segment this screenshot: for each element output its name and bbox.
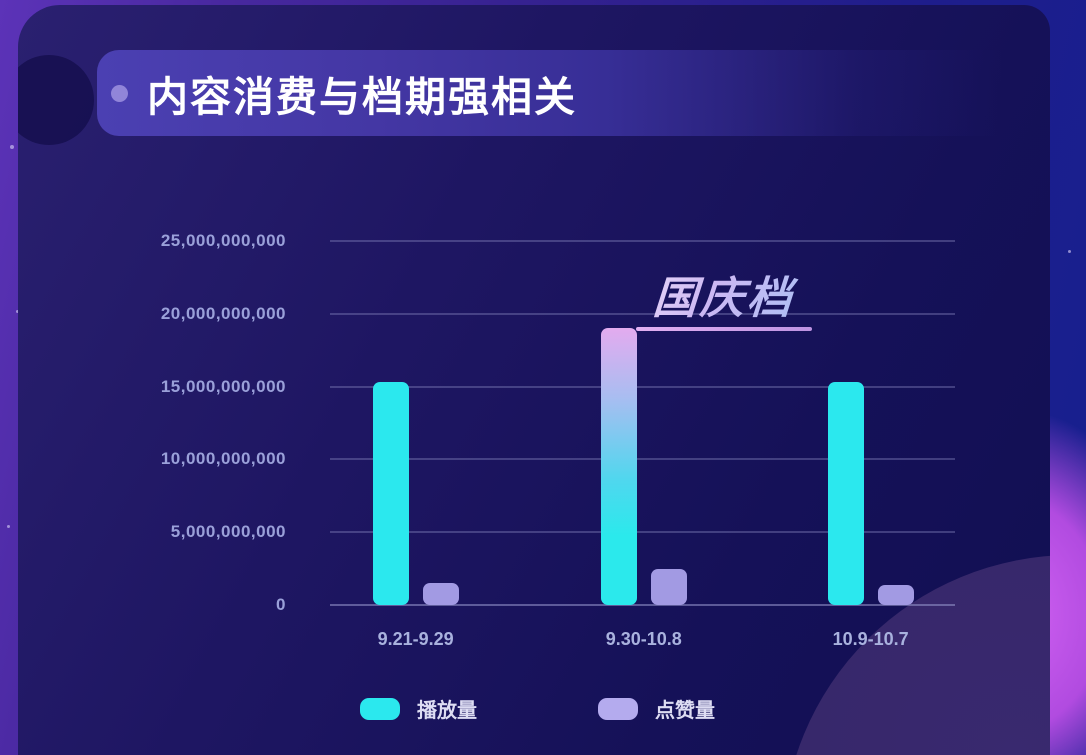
legend-item-play-count[interactable]: 播放量: [360, 694, 477, 723]
legend-label: 播放量: [417, 700, 477, 722]
legend-label: 点赞量: [655, 700, 715, 722]
bar[interactable]: [422, 583, 459, 605]
y-axis-tick-label: 25,000,000,000: [160, 231, 286, 250]
gridline: [330, 458, 955, 461]
page-title: 内容消费与档期强相关: [147, 74, 577, 120]
legend-swatch-like-count: [598, 697, 638, 720]
gridline: [330, 312, 955, 315]
y-axis-tick-label: 20,000,000,000: [160, 303, 286, 323]
star-dot-decoration: [1068, 250, 1071, 253]
y-axis-tick-label: 0: [276, 595, 286, 614]
x-axis-line: [330, 604, 955, 606]
y-axis-tick-label: 15,000,000,000: [160, 376, 286, 396]
legend-swatch-play-count: [360, 697, 400, 720]
annotation-underline: [636, 327, 812, 331]
bar[interactable]: [877, 585, 914, 605]
gridline: [330, 240, 955, 242]
bar-group: [372, 382, 459, 605]
bar[interactable]: [372, 382, 409, 605]
star-dot-decoration: [16, 310, 19, 313]
circle-decoration: [18, 55, 94, 145]
x-axis-tick-label: 9.30-10.8: [605, 629, 682, 649]
gridline: [330, 385, 955, 388]
bar-group: [827, 382, 914, 605]
legend-item-like-count[interactable]: 点赞量: [598, 694, 715, 723]
x-axis-tick-label: 9.21-9.29: [377, 629, 454, 649]
bar-chart: 0 5,000,000,000 10,000,000,000 15,000,000,0…: [161, 231, 955, 649]
bar[interactable]: [650, 569, 687, 605]
bar-highlighted[interactable]: [600, 328, 637, 605]
y-axis-tick-label: 5,000,000,000: [170, 522, 286, 542]
x-axis-tick-label: 10.9-10.7: [832, 629, 909, 649]
y-axis-tick-label: 10,000,000,000: [160, 449, 286, 469]
star-dot-decoration: [10, 145, 14, 149]
star-dot-decoration: [7, 525, 10, 528]
chart-annotation: 国庆档: [610, 262, 838, 326]
title-badge: 内容消费与档期强相关: [97, 50, 1022, 136]
bullet-dot-icon: [111, 84, 128, 102]
bar-group: [600, 328, 687, 605]
bar[interactable]: [827, 382, 864, 605]
gridline: [330, 531, 955, 534]
